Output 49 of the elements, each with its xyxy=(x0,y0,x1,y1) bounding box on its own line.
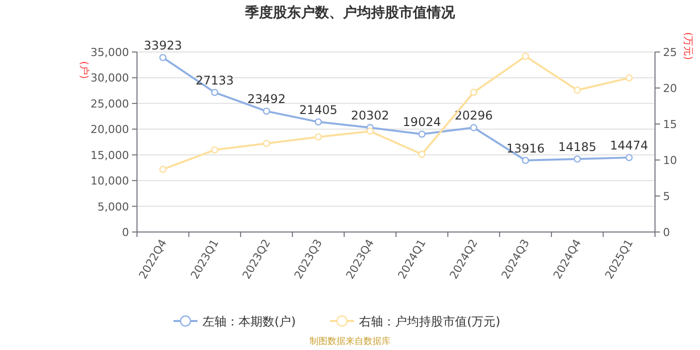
point xyxy=(159,54,166,62)
point xyxy=(470,124,478,132)
point xyxy=(211,88,218,96)
point xyxy=(418,130,426,138)
data-label: 20296 xyxy=(454,108,493,123)
data-label: 19024 xyxy=(402,115,441,130)
y-axis-title: (户) xyxy=(78,61,90,79)
y2-tick-label: 5 xyxy=(663,190,670,203)
point xyxy=(574,155,581,163)
data-label: 27133 xyxy=(196,73,234,88)
point xyxy=(262,108,270,115)
y2-tick-label: 20 xyxy=(663,82,677,95)
point xyxy=(522,156,530,164)
y-tick-label: 35,000 xyxy=(90,46,129,59)
data-label: 20302 xyxy=(351,108,390,123)
point xyxy=(626,74,633,82)
y-tick-label: 10,000 xyxy=(90,174,129,188)
legend-label: 左轴：本期数(户) xyxy=(202,314,296,328)
y2-tick-label: 0 xyxy=(663,226,670,239)
data-label: 14185 xyxy=(558,140,596,154)
text: 制图数据来自数据库 xyxy=(310,336,390,347)
point xyxy=(522,52,530,60)
point xyxy=(262,140,270,148)
data-label: 21405 xyxy=(299,102,338,117)
legend-label: 右轴：户均持股市值(万元) xyxy=(359,314,500,328)
y-tick-label: 20,000 xyxy=(90,123,129,136)
point xyxy=(366,128,374,135)
y-tick-label: 30,000 xyxy=(90,72,129,85)
data-label: 33923 xyxy=(144,38,182,53)
point xyxy=(626,154,633,162)
chart-title: 季度股东户数、户均持股市值情况 xyxy=(244,4,456,21)
data-label: 23492 xyxy=(247,92,286,106)
y2-tick-label: 10 xyxy=(663,154,677,167)
point xyxy=(314,133,322,141)
data-label: 13916 xyxy=(506,141,545,156)
y-tick-label: 0 xyxy=(122,226,129,239)
y-tick-label: 15,000 xyxy=(90,148,129,162)
y2-tick-label: 15 xyxy=(663,118,677,131)
point xyxy=(211,146,218,154)
y-tick-label: 25,000 xyxy=(90,97,129,110)
y-tick-label: 5,000 xyxy=(98,200,129,214)
point xyxy=(470,88,478,96)
point xyxy=(418,150,426,158)
data-label: 14474 xyxy=(610,138,648,153)
point xyxy=(574,86,581,94)
point xyxy=(314,118,322,126)
point xyxy=(159,166,166,173)
y2-axis-title: (万元) xyxy=(682,32,693,60)
y2-tick-label: 25 xyxy=(663,46,677,59)
